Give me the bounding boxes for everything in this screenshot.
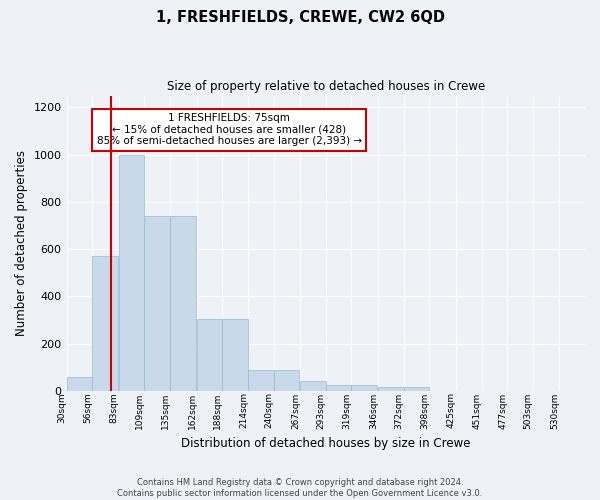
Bar — [404, 388, 429, 391]
Text: 1, FRESHFIELDS, CREWE, CW2 6QD: 1, FRESHFIELDS, CREWE, CW2 6QD — [155, 10, 445, 25]
X-axis label: Distribution of detached houses by size in Crewe: Distribution of detached houses by size … — [181, 437, 470, 450]
Bar — [248, 370, 274, 391]
Bar — [222, 319, 248, 391]
Bar — [67, 376, 92, 391]
Text: 1 FRESHFIELDS: 75sqm
← 15% of detached houses are smaller (428)
85% of semi-deta: 1 FRESHFIELDS: 75sqm ← 15% of detached h… — [97, 114, 362, 146]
Bar — [326, 385, 352, 391]
Bar — [300, 382, 326, 391]
Bar — [170, 216, 196, 391]
Bar — [274, 370, 299, 391]
Y-axis label: Number of detached properties: Number of detached properties — [15, 150, 28, 336]
Title: Size of property relative to detached houses in Crewe: Size of property relative to detached ho… — [167, 80, 485, 93]
Bar — [352, 385, 377, 391]
Text: Contains HM Land Registry data © Crown copyright and database right 2024.
Contai: Contains HM Land Registry data © Crown c… — [118, 478, 482, 498]
Bar — [378, 388, 404, 391]
Bar — [92, 256, 118, 391]
Bar — [197, 319, 222, 391]
Bar — [145, 216, 170, 391]
Bar — [119, 154, 145, 391]
